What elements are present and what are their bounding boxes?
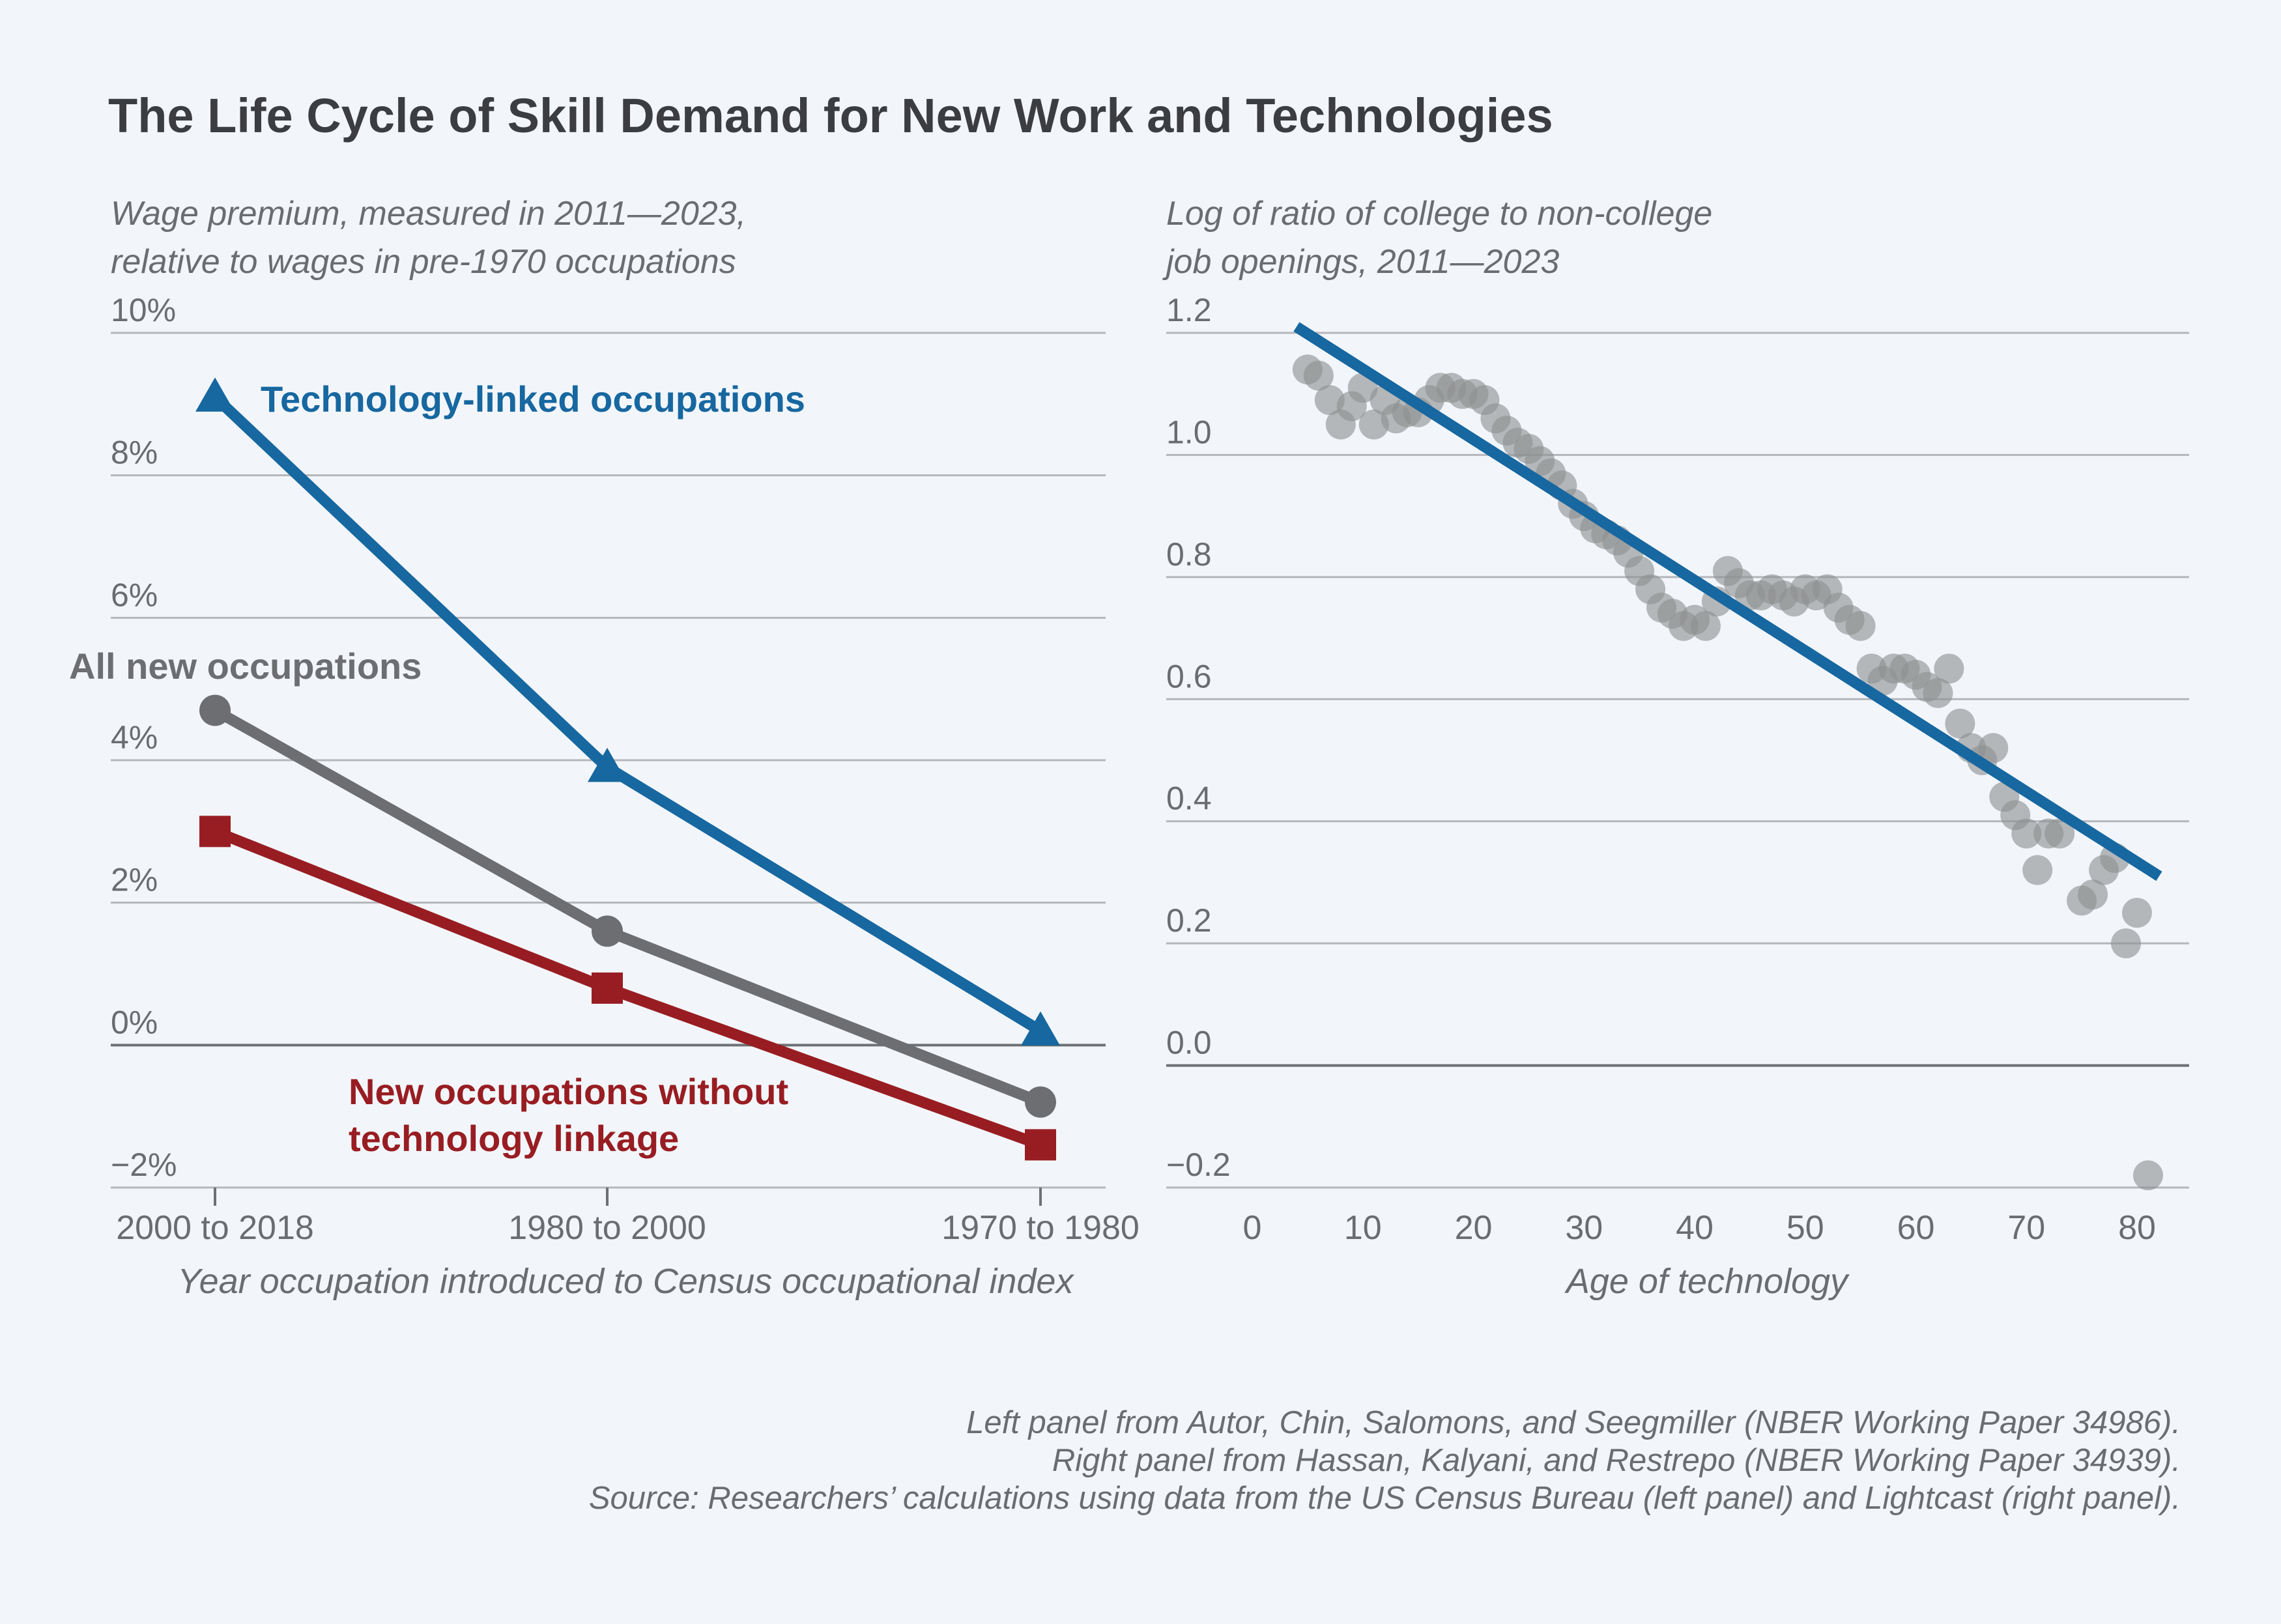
right-panel: Log of ratio of college to non-college jo… xyxy=(1162,195,2189,1301)
y-tick-label: −0.2 xyxy=(1166,1147,1231,1183)
series-nontech: New occupations without technology linkag… xyxy=(199,816,1056,1161)
scatter-point xyxy=(1923,677,1953,708)
x-tick-label: 10 xyxy=(1344,1209,1382,1247)
scatter-point xyxy=(1978,733,2009,763)
scatter-point xyxy=(2044,818,2075,849)
y-tick-label: 0.2 xyxy=(1166,902,1212,939)
scatter-point xyxy=(1690,610,1721,641)
scatter-point xyxy=(1845,610,1876,641)
x-tick-label: 40 xyxy=(1676,1209,1714,1247)
x-tick-label: 50 xyxy=(1786,1209,1824,1247)
y-tick-label: 0.4 xyxy=(1166,780,1212,817)
circle-marker xyxy=(1025,1086,1056,1118)
scatter-point xyxy=(2122,898,2152,928)
fit-line xyxy=(1293,322,2162,881)
y-tick-label: 0% xyxy=(111,1004,158,1040)
y-tick-label: 6% xyxy=(111,577,158,613)
scatter-point xyxy=(1934,653,1964,684)
y-tick-label: 0.6 xyxy=(1166,658,1212,694)
y-tick-label: 1.0 xyxy=(1166,414,1212,450)
square-marker xyxy=(592,972,623,1004)
circle-marker xyxy=(592,915,623,947)
x-tick-label: 70 xyxy=(2007,1209,2045,1247)
series-label-nontech: New occupations without xyxy=(349,1071,788,1112)
x-tick-label: 1970 to 1980 xyxy=(941,1209,1140,1247)
circle-marker xyxy=(199,694,231,726)
y-axis-title-line: job openings, 2011—2023 xyxy=(1162,243,1559,281)
figure-title: The Life Cycle of Skill Demand for New W… xyxy=(108,89,1553,143)
y-axis-title-line: Wage premium, measured in 2011—2023, xyxy=(111,195,746,233)
triangle-marker xyxy=(1021,1011,1060,1046)
x-tick-label: 1980 to 2000 xyxy=(508,1209,706,1247)
triangle-marker xyxy=(195,377,235,412)
x-tick-label: 60 xyxy=(1897,1209,1935,1247)
y-tick-label: 0.8 xyxy=(1166,536,1212,573)
x-axis-title: Year occupation introduced to Census occ… xyxy=(178,1262,1075,1301)
y-tick-label: 1.2 xyxy=(1166,292,1212,328)
square-marker xyxy=(1025,1129,1056,1161)
series-label-tech: Technology-linked occupations xyxy=(261,378,805,420)
scatter-point xyxy=(2022,855,2053,885)
triangle-marker xyxy=(588,747,627,782)
x-tick-label: 30 xyxy=(1565,1209,1603,1247)
y-tick-label: 2% xyxy=(111,862,158,898)
series-label-nontech: technology linkage xyxy=(349,1118,679,1159)
series-tech: Technology-linked occupations xyxy=(195,377,1060,1046)
y-axis-title-line: Log of ratio of college to non-college xyxy=(1166,195,1712,233)
y-tick-label: 10% xyxy=(111,292,176,328)
series-label-all: All new occupations xyxy=(69,646,422,687)
scatter-point xyxy=(2132,1160,2163,1191)
source-note-line: Right panel from Hassan, Kalyani, and Re… xyxy=(1052,1443,2181,1478)
x-tick-label: 80 xyxy=(2118,1209,2156,1247)
scatter-point xyxy=(2078,879,2108,910)
series-all: All new occupations xyxy=(69,646,1056,1118)
source-notes: Left panel from Autor, Chin, Salomons, a… xyxy=(589,1405,2181,1516)
scatter-point xyxy=(1945,708,1975,739)
x-tick-label: 2000 to 2018 xyxy=(116,1209,314,1247)
source-note-line: Left panel from Autor, Chin, Salomons, a… xyxy=(966,1405,2181,1440)
x-tick-label: 20 xyxy=(1455,1209,1493,1247)
scatter-point xyxy=(1303,360,1334,391)
y-tick-label: 0.0 xyxy=(1166,1025,1212,1061)
y-tick-label: 4% xyxy=(111,719,158,756)
x-axis-title: Age of technology xyxy=(1564,1262,1850,1301)
y-tick-label: 8% xyxy=(111,434,158,471)
y-tick-label: −2% xyxy=(111,1147,177,1183)
scatter-point xyxy=(2011,818,2042,849)
source-note-line: Source: Researchers’ calculations using … xyxy=(589,1481,2181,1516)
left-panel: Wage premium, measured in 2011—2023, rela… xyxy=(69,195,1140,1301)
x-tick-label: 0 xyxy=(1243,1209,1262,1247)
y-axis-title-line: relative to wages in pre-1970 occupation… xyxy=(111,243,736,281)
square-marker xyxy=(199,816,231,848)
scatter-point xyxy=(2111,928,2142,959)
